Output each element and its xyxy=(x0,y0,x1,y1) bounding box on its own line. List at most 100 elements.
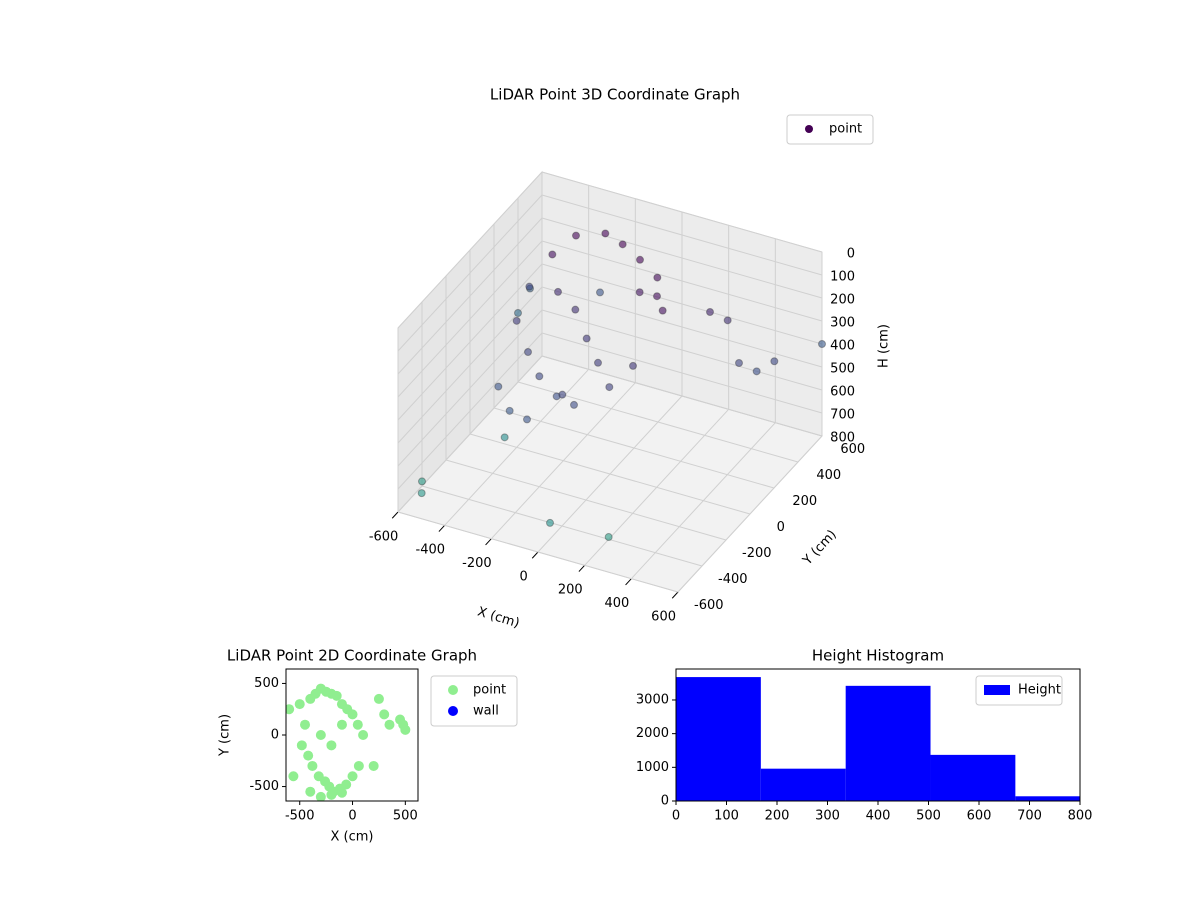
plot-area xyxy=(286,683,411,801)
x-tick xyxy=(625,578,632,586)
point xyxy=(535,372,544,381)
x-tick-label: -400 xyxy=(416,543,446,558)
point xyxy=(358,730,369,740)
point xyxy=(635,288,644,297)
x-tick xyxy=(391,511,399,519)
z-tick-label: 100 xyxy=(830,270,855,285)
z-tick-label: 700 xyxy=(830,408,855,423)
x-tick xyxy=(485,538,492,546)
plot-area xyxy=(676,677,1080,801)
legend-frame xyxy=(786,114,874,145)
point xyxy=(331,690,342,701)
grid-line xyxy=(397,217,543,375)
point xyxy=(505,406,514,415)
y-tick-label: 3000 xyxy=(636,692,669,707)
bar xyxy=(676,677,761,801)
grid-line xyxy=(397,355,543,513)
chart-title: LiDAR Point 2D Coordinate Graph xyxy=(227,647,477,665)
point xyxy=(604,533,613,542)
bar xyxy=(1015,796,1080,801)
point xyxy=(373,693,384,704)
point xyxy=(336,787,347,798)
point xyxy=(384,719,395,730)
z-tick-label: 200 xyxy=(830,293,855,308)
point xyxy=(286,704,295,715)
x-tick-label: -600 xyxy=(369,529,399,544)
legend-label: point xyxy=(829,122,862,137)
point xyxy=(347,709,358,720)
point xyxy=(315,730,326,740)
x-tick-label: 700 xyxy=(1017,809,1042,824)
z-tick-label: 300 xyxy=(830,316,855,331)
legend-label: wall xyxy=(473,704,499,719)
point xyxy=(347,771,358,782)
point xyxy=(571,305,580,314)
x-tick-label: -200 xyxy=(462,556,492,571)
grid-line xyxy=(541,217,823,299)
legend-swatch xyxy=(984,685,1010,695)
y-tick-label: -400 xyxy=(718,572,748,587)
y-axis-label: Y (cm) xyxy=(800,527,840,569)
y-tick-label: -200 xyxy=(742,546,772,561)
grid-line xyxy=(397,332,543,490)
bar xyxy=(930,754,1016,801)
point xyxy=(315,791,326,801)
legend-marker xyxy=(805,125,813,133)
y-tick-label: 2000 xyxy=(636,726,669,741)
x-tick-label: 500 xyxy=(916,809,941,824)
x-axis-label: X (cm) xyxy=(331,830,374,845)
point xyxy=(341,779,352,790)
grid-line xyxy=(421,485,703,567)
x-tick-label: 400 xyxy=(866,809,891,824)
point xyxy=(548,250,557,259)
x-tick-label: 600 xyxy=(967,809,992,824)
point xyxy=(629,361,637,370)
point xyxy=(305,786,316,797)
point xyxy=(770,357,779,366)
z-tick-label: 600 xyxy=(830,385,855,400)
chart-title: LiDAR Point 3D Coordinate Graph xyxy=(490,86,740,104)
grid-line xyxy=(541,286,823,368)
point xyxy=(554,287,562,296)
bar xyxy=(760,768,846,801)
point xyxy=(596,288,604,297)
grid-line xyxy=(541,332,823,414)
x-tick xyxy=(438,524,446,532)
z-tick-label: 500 xyxy=(830,362,855,377)
point xyxy=(582,334,591,343)
y-axis-label: Y (cm) xyxy=(218,714,233,757)
x-tick-label: 200 xyxy=(558,583,583,598)
grid-line xyxy=(397,194,543,352)
point xyxy=(307,760,318,771)
x-tick xyxy=(671,591,679,599)
point xyxy=(570,400,578,409)
grid-line xyxy=(469,433,751,515)
point xyxy=(752,367,761,376)
x-tick-label: 300 xyxy=(815,809,840,824)
y-tick-label: 1000 xyxy=(636,760,669,775)
point xyxy=(418,477,426,486)
legend-marker xyxy=(448,685,458,695)
grid-line xyxy=(445,459,727,541)
grid-line xyxy=(397,511,679,593)
grid-line xyxy=(397,171,543,329)
legend-label: Height xyxy=(1018,683,1061,698)
x-tick-label: 0 xyxy=(519,569,527,584)
point xyxy=(336,719,347,730)
point xyxy=(636,255,644,264)
point xyxy=(379,709,390,720)
point xyxy=(417,489,426,498)
point xyxy=(523,415,531,424)
point xyxy=(653,273,662,282)
z-tick-label: 0 xyxy=(847,247,855,262)
x-tick-label: 500 xyxy=(393,809,418,824)
grid-line xyxy=(397,263,543,421)
point xyxy=(500,433,509,442)
chart-title: Height Histogram xyxy=(812,647,944,665)
y-tick-label: 400 xyxy=(816,468,841,483)
x-tick-label: 0 xyxy=(348,809,356,824)
legend-frame xyxy=(975,675,1063,706)
x-tick xyxy=(531,551,539,559)
y-tick-label: 0 xyxy=(661,794,669,809)
